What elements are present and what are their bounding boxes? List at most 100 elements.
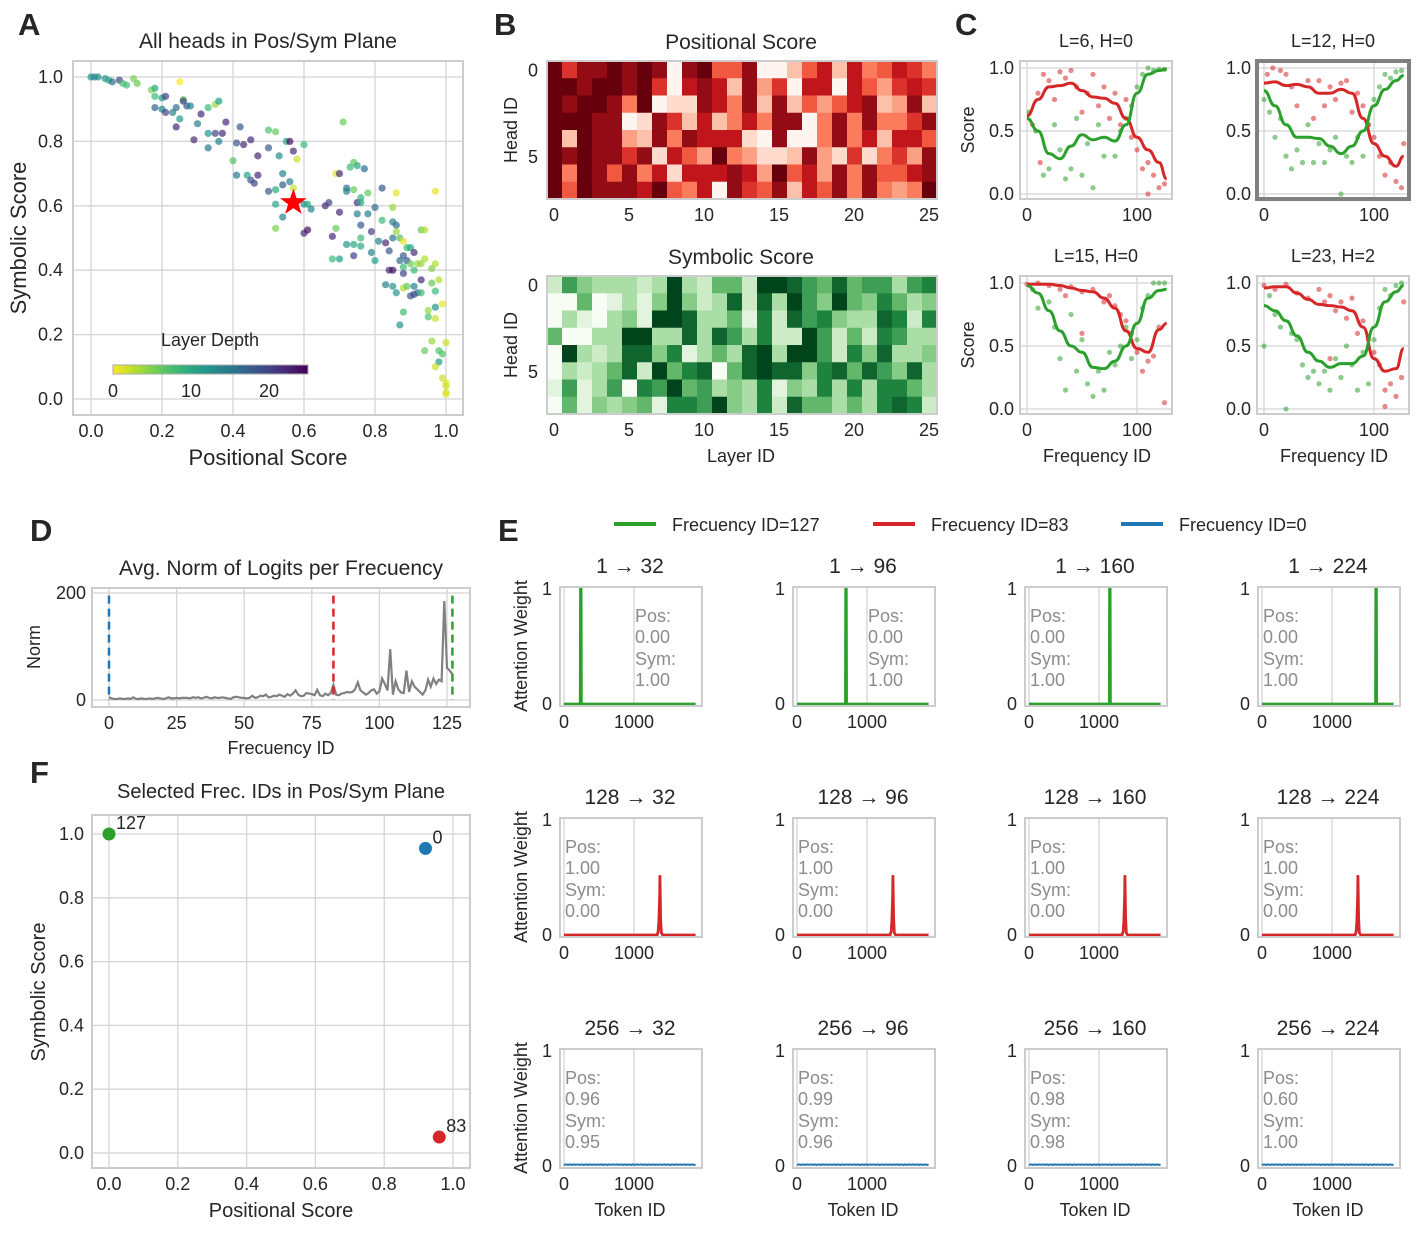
score-annotation: 1.00: [798, 858, 833, 878]
heatmap-cell: [592, 130, 608, 148]
symbolic-score-point: [1393, 69, 1399, 75]
heatmap-cell: [652, 164, 668, 183]
heatmap-cell: [607, 396, 623, 415]
heatmap-cell: [877, 345, 893, 363]
heatmap-cell: [922, 293, 938, 311]
symbolic-score-curve: [1263, 284, 1405, 369]
symbolic-score-point: [1128, 356, 1135, 362]
y-tick-label: 1: [1240, 1041, 1250, 1061]
head-point: [442, 339, 450, 347]
heatmap-cell: [802, 181, 818, 200]
heatmap-cell: [682, 327, 698, 346]
heatmap-cell: [712, 396, 728, 415]
plot-background: [793, 1049, 935, 1168]
heatmap-cell: [832, 95, 848, 114]
heatmap-cell: [562, 345, 578, 363]
head-point: [431, 363, 439, 371]
heatmap-cell: [637, 112, 653, 131]
x-tick-label: 15: [769, 420, 789, 440]
heatmap-cell: [577, 112, 593, 131]
positional-score-point: [1134, 349, 1140, 355]
head-point: [186, 102, 194, 110]
symbolic-score-point: [1327, 387, 1333, 393]
heatmap-cell: [907, 130, 923, 148]
score-annotation: Pos:: [798, 837, 834, 857]
heatmap-cell: [652, 112, 668, 131]
score-annotation: Pos:: [565, 1068, 601, 1088]
heatmap-cell: [697, 95, 713, 114]
score-annotation: 0.00: [1263, 901, 1298, 921]
x-tick-label: 25: [919, 420, 939, 440]
x-tick-label: 1000: [614, 943, 654, 963]
head-point: [232, 171, 241, 179]
x-tick-label: 25: [919, 205, 939, 225]
y-tick-label: 0: [76, 690, 86, 710]
head-point: [431, 314, 439, 323]
heatmap-cell: [547, 379, 563, 398]
heatmap-cell: [727, 362, 743, 380]
heatmap-cell: [682, 61, 698, 79]
head-point: [215, 97, 223, 105]
symbolic-score-point: [1079, 172, 1085, 178]
plot-background: [1257, 276, 1409, 414]
y-tick-label: 1.0: [59, 824, 84, 844]
positional-score-point: [1106, 293, 1113, 299]
positional-score-point: [1101, 299, 1107, 305]
positional-score-point: [1156, 185, 1162, 191]
head-point: [385, 247, 393, 255]
head-point: [264, 126, 273, 134]
heatmap-cell: [742, 112, 758, 131]
heatmap-cell: [652, 181, 668, 200]
plot-background: [560, 818, 702, 937]
y-tick-label: 0: [1240, 925, 1250, 945]
heatmap-cell: [682, 293, 698, 311]
head-point: [417, 276, 425, 284]
head-point: [172, 103, 180, 112]
subplot-title: 128 → 224: [1277, 786, 1380, 809]
heatmap-cell: [772, 362, 788, 380]
symbolic-score-point: [1272, 311, 1278, 318]
subplot-title: 1 → 32: [596, 555, 664, 578]
heatmap-cell: [757, 61, 773, 79]
heatmap-cell: [862, 276, 878, 294]
legend-label: Frecuency ID=0: [1179, 515, 1307, 535]
heatmap-cell: [622, 379, 638, 398]
positional-score-point: [1327, 356, 1333, 362]
y-tick-label: 0: [528, 61, 538, 81]
y-tick-label: 1: [1240, 810, 1250, 830]
positional-score-point: [1128, 134, 1135, 140]
heatmap-cell: [847, 164, 863, 183]
symbolic-score-point: [1090, 393, 1096, 399]
positional-score-point: [1035, 90, 1041, 96]
heatmap-cell: [607, 147, 623, 165]
plot-frame: [1257, 1048, 1401, 1169]
head-point: [272, 128, 280, 136]
heatmap-cell: [712, 379, 728, 398]
heatmap-cell: [682, 78, 698, 96]
head-point: [360, 165, 368, 173]
heatmap-cell: [862, 327, 878, 346]
head-point: [364, 189, 372, 197]
heatmap-cell: [877, 396, 893, 415]
heatmap-cell: [727, 130, 743, 148]
heatmap-cell: [772, 112, 788, 131]
head-point: [272, 224, 280, 232]
head-point: [161, 92, 170, 100]
heatmap-cell: [832, 78, 848, 96]
subplot-title: 256 → 32: [584, 1017, 675, 1040]
head-point: [108, 78, 116, 86]
colorbar: [112, 364, 309, 375]
head-point: [424, 313, 432, 321]
positional-score-point: [1068, 67, 1074, 74]
head-point: [293, 155, 301, 163]
x-tick-label: 50: [234, 713, 254, 733]
heatmap-cell: [922, 164, 938, 183]
y-tick-label: 0: [775, 694, 785, 714]
head-point: [392, 227, 400, 236]
head-point: [254, 171, 262, 179]
heatmap-cell: [592, 310, 608, 329]
x-tick-label: 10: [694, 205, 714, 225]
score-annotation: Pos:: [1263, 837, 1299, 857]
heatmap-cell: [787, 276, 803, 294]
heatmap-cell: [667, 310, 683, 329]
